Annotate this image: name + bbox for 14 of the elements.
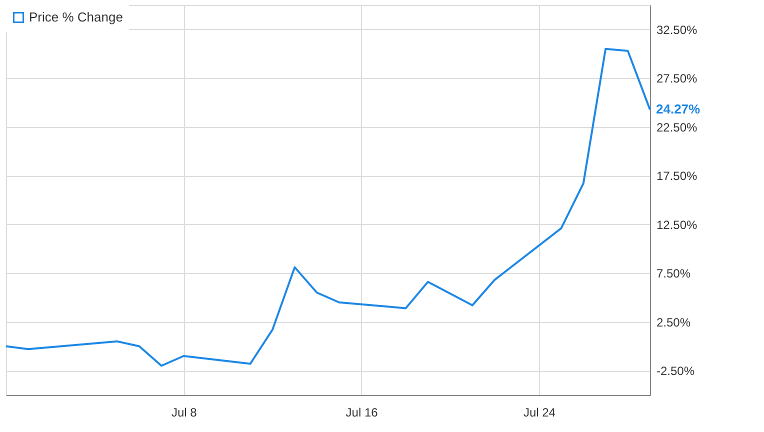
y-tick-label: -2.50%: [656, 364, 695, 378]
x-tick-label: Jul 8: [171, 406, 198, 420]
x-tick-label: Jul 24: [523, 406, 556, 420]
y-tick-label: 2.50%: [656, 315, 691, 330]
y-tick-label: 17.50%: [656, 169, 698, 184]
line-series: [5, 48, 651, 367]
annotation: 24.27%: [656, 102, 701, 117]
y-tick-label: 32.50%: [656, 22, 698, 37]
y-tick-label: 27.50%: [656, 72, 698, 86]
y-tick-label: 12.50%: [656, 218, 698, 232]
y-tick-label: 22.50%: [656, 120, 698, 134]
x-tick-label: Jul 16: [346, 406, 378, 420]
legend-label: Price % Change: [29, 10, 123, 24]
y-tick-label: 7.50%: [656, 266, 691, 281]
